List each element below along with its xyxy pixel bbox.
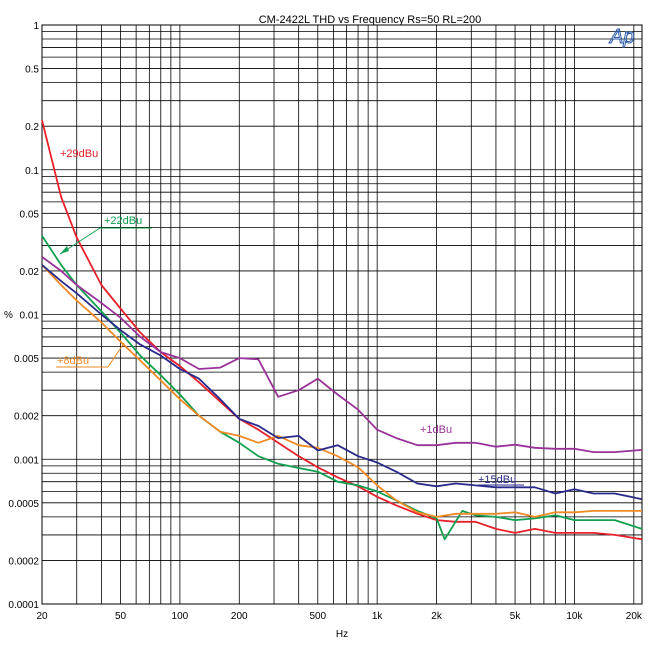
series-line-29dbu [41,119,643,541]
y-tick-label: 0.1 [25,166,39,177]
y-tick-label: 0.02 [20,267,40,278]
x-tick-label: 200 [231,611,248,622]
annotation-1dbu: +1dBu [420,424,452,436]
annotation-15dbu: +15dBu [478,474,516,486]
x-tick-label: 1k [372,611,384,622]
series-lines [41,119,643,541]
y-tick-label: 0.002 [14,412,39,423]
x-tick-label: 5k [510,611,522,622]
y-tick-label: 0.05 [20,209,40,220]
x-tick-label: 500 [309,611,326,622]
x-tick-label: 20k [626,611,643,622]
chart-title: CM-2422L THD vs Frequency Rs=50 RL=200 [259,14,482,26]
x-tick-label: 10k [566,611,583,622]
y-tick-label: 0.005 [14,354,39,365]
x-tick-label: 50 [115,611,127,622]
plot-frame [41,24,643,605]
y-tick-label: 0.0001 [8,600,39,611]
annotation-22dbu: +22dBu [104,215,142,227]
ap-logo-text: Ap [609,26,634,48]
x-tick-label: 20 [36,611,48,622]
series-line-8dbu [41,264,642,518]
x-tick-label: 100 [172,611,189,622]
series-line-15dbu [41,264,643,501]
x-tick-label: 2k [431,611,443,622]
series-line-22dbu [41,235,643,541]
annotation-8dbu-leader [107,342,125,368]
annotations: +29dBu +22dBu +8dBu +15dBu +1dBu [56,148,524,486]
x-tick-labels: 20 50 100 200 500 1k 2k 5k 10k 20k [36,611,642,622]
y-tick-label: 0.01 [20,311,40,322]
y-tick-label: 0.001 [14,455,39,466]
y-tick-label: 0.5 [25,65,39,76]
annotation-8dbu: +8dBu [57,355,89,367]
y-tick-label: 1 [33,21,39,32]
ap-logo: Ap [609,26,635,49]
annotation-29dbu: +29dBu [60,148,98,160]
grid [41,25,642,605]
y-axis-label: % [4,310,13,321]
y-tick-label: 0.0002 [8,556,39,567]
series-line-1dbu [41,256,643,454]
y-tick-labels: 1 0.5 0.2 0.1 0.05 0.02 0.01 0.005 0.002 0.001 0.0… [8,21,39,611]
y-tick-label: 0.2 [25,122,39,133]
x-axis-label: Hz [336,629,348,640]
y-tick-label: 0.0005 [8,499,39,510]
annotation-22dbu-arrow [60,246,69,254]
